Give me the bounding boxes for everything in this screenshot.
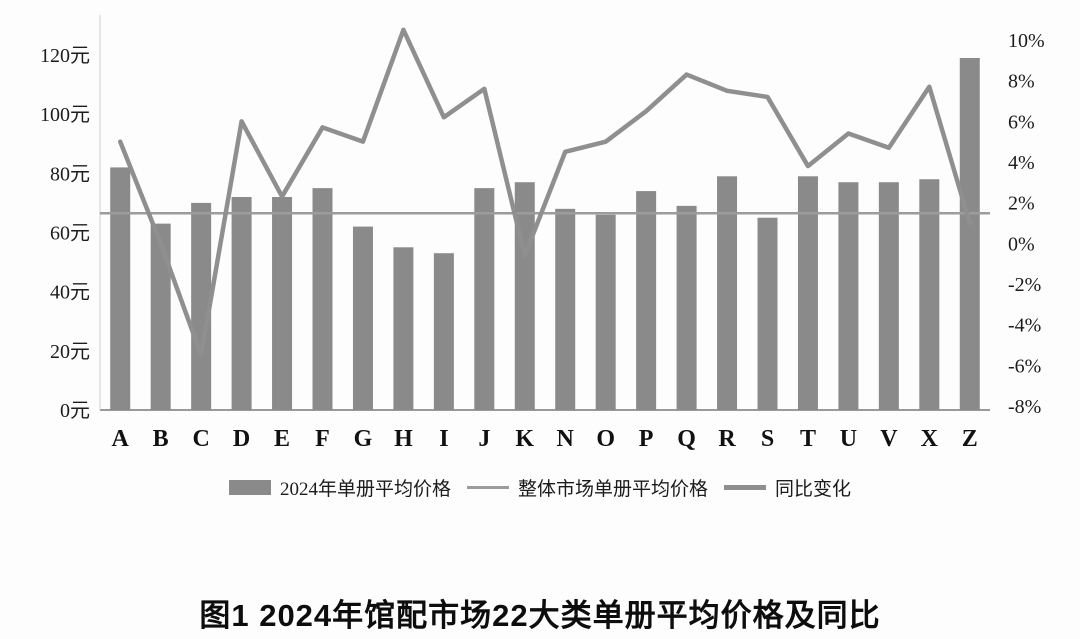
bar-U (838, 182, 859, 410)
left-axis-tick: 0元 (60, 400, 90, 422)
bar-D (231, 197, 252, 410)
right-axis-tick: 8% (1008, 71, 1035, 93)
right-axis-tick: 2% (1008, 193, 1035, 215)
x-axis-label-N: N (557, 426, 575, 452)
x-axis-label-Q: Q (677, 426, 696, 452)
left-axis-tick: 60元 (50, 223, 90, 245)
bar-G (352, 226, 373, 410)
x-axis-label-Z: Z (962, 426, 978, 452)
x-axis-label-P: P (639, 426, 654, 452)
x-axis-label-O: O (596, 426, 615, 452)
x-axis-label-K: K (515, 426, 534, 452)
legend-label-yoy-line: 同比变化 (775, 478, 852, 500)
legend-label-bars: 2024年单册平均价格 (279, 478, 451, 500)
thick-line-swatch-icon (724, 484, 766, 490)
thin-line-swatch-icon (466, 485, 509, 489)
bar-B (150, 223, 171, 410)
right-axis-tick: 0% (1008, 233, 1035, 255)
bar-S (757, 217, 778, 410)
left-axis-tick: 40元 (50, 282, 90, 304)
x-axis-label-I: I (439, 426, 448, 452)
right-axis-tick: 4% (1008, 152, 1035, 174)
bar-swatch-icon (228, 479, 271, 495)
legend-item-market-line: 整体市场单册平均价格 (466, 474, 708, 501)
bar-I (433, 253, 454, 410)
bar-F (312, 188, 333, 410)
right-axis-tick: -8% (1008, 396, 1041, 418)
bar-P (636, 191, 657, 410)
left-axis-tick: 120元 (40, 45, 90, 67)
bar-H (393, 247, 414, 410)
yoy-change-line (117, 27, 973, 358)
bar-O (595, 214, 616, 410)
x-axis-label-H: H (394, 426, 413, 452)
x-axis-label-D: D (233, 426, 250, 452)
x-axis-label-F: F (315, 426, 330, 452)
figure-caption: 图1 2024年馆配市场22大类单册平均价格及同比 (199, 598, 881, 633)
x-axis-label-T: T (800, 426, 816, 452)
x-axis-label-C: C (192, 426, 209, 452)
bar-Q (676, 205, 697, 410)
right-axis-tick: -4% (1008, 315, 1041, 337)
right-axis-tick: 6% (1008, 111, 1035, 133)
right-axis-tick: 10% (1008, 30, 1045, 52)
x-axis-label-E: E (274, 426, 290, 452)
bar-E (272, 197, 293, 410)
x-axis-label-A: A (112, 426, 130, 452)
bar-N (555, 208, 576, 410)
bar-X (919, 179, 940, 410)
x-axis-label-J: J (478, 426, 490, 452)
bar-Z (959, 57, 980, 410)
x-axis-label-V: V (880, 426, 898, 452)
bar-J (474, 188, 495, 410)
legend-item-bars: 2024年单册平均价格 (228, 474, 451, 501)
bar-R (717, 176, 738, 410)
right-axis-tick: -2% (1008, 274, 1041, 296)
legend-item-yoy-line: 同比变化 (724, 474, 851, 501)
left-axis-tick: 20元 (50, 341, 90, 363)
x-axis-label-S: S (761, 426, 774, 452)
x-axis-label-X: X (921, 426, 939, 452)
right-axis-tick: -6% (1008, 355, 1041, 377)
bar-V (878, 182, 899, 410)
chart-legend: 2024年单册平均价格 整体市场单册平均价格 同比变化 (0, 470, 1080, 504)
x-axis-label-G: G (354, 426, 373, 452)
x-axis-label-B: B (153, 426, 169, 452)
x-axis-label-R: R (718, 426, 736, 452)
bar-K (514, 182, 535, 410)
legend-label-market-line: 整体市场单册平均价格 (517, 478, 708, 500)
chart-canvas: 0元 20元 40元 60元 80元 100元 120元 -8% -6% -4% -2% 0% 2% 4%… (40, 15, 1045, 452)
bar-A (110, 167, 131, 410)
left-axis-tick: 100元 (40, 104, 90, 126)
x-axis-label-U: U (840, 426, 857, 452)
left-axis-tick: 80元 (50, 163, 90, 185)
bar-T (797, 176, 818, 410)
bar-C (191, 202, 212, 410)
